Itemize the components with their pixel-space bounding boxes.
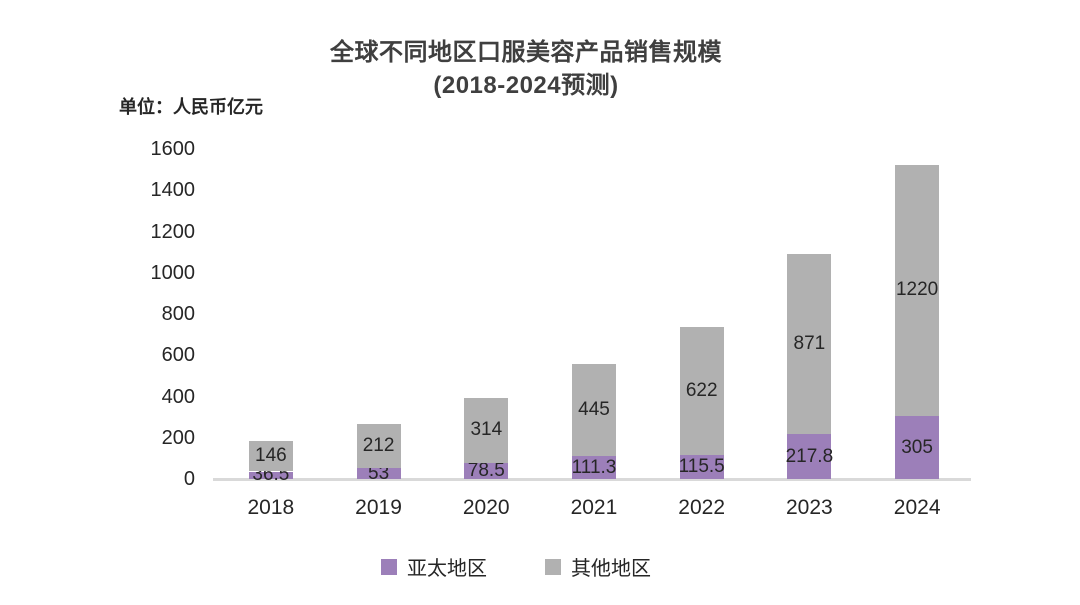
bar-segment-apac <box>895 416 940 479</box>
bar-segment-other <box>895 164 940 417</box>
x-axis-tick-label: 2021 <box>570 496 618 519</box>
x-axis-tick-label: 2019 <box>355 496 402 519</box>
data-label-other: 212 <box>362 435 395 457</box>
legend-swatch-apac <box>381 558 397 575</box>
bar-segment-apac <box>787 434 832 479</box>
chart-title: 全球不同地区口服美容产品销售规模 (2018-2024预测) <box>0 36 1066 102</box>
data-label-other: 1220 <box>895 279 939 301</box>
bar-segment-apac <box>356 468 401 479</box>
x-axis-tick-label: 2018 <box>247 496 295 519</box>
y-axis-tick-label: 1600 <box>150 138 196 160</box>
data-label-apac: 305 <box>901 436 933 458</box>
bar-segment-apac <box>464 462 509 479</box>
x-axis-tick-label: 2023 <box>785 496 833 519</box>
y-axis-tick-label: 1000 <box>150 261 196 284</box>
bar-segment-other <box>464 398 509 463</box>
data-label-apac: 217.8 <box>785 445 834 467</box>
data-label-other: 445 <box>578 399 610 421</box>
bar-segment-apac <box>679 455 724 479</box>
bar-segment-other <box>787 254 832 434</box>
legend-item-apac: 亚太地区 <box>381 552 487 581</box>
legend-swatch-other <box>545 558 561 575</box>
y-axis-tick-label: 1400 <box>150 179 196 202</box>
data-label-other: 871 <box>793 333 826 355</box>
data-label-other: 146 <box>255 445 287 467</box>
bar-segment-other <box>248 441 293 472</box>
x-axis-line <box>213 478 971 481</box>
bar-segment-other <box>679 326 724 456</box>
legend-item-other: 其他地区 <box>545 552 651 581</box>
legend-label-other: 其他地区 <box>571 558 651 580</box>
chart-title-line1: 全球不同地区口服美容产品销售规模 <box>330 39 722 66</box>
unit-label: 单位：人民币亿元 <box>119 97 263 117</box>
bar-segment-other <box>356 424 401 468</box>
data-label-other: 622 <box>685 380 718 401</box>
data-label-apac: 115.5 <box>678 456 725 478</box>
legend-label-apac: 亚太地区 <box>407 558 487 580</box>
bar-segment-apac <box>572 456 616 479</box>
x-axis-tick-label: 2024 <box>893 496 941 519</box>
data-label-other: 314 <box>470 419 503 441</box>
bar-segment-other <box>572 364 616 457</box>
y-axis-tick-label: 200 <box>161 426 195 449</box>
y-axis-tick-label: 1200 <box>150 220 196 243</box>
y-axis-tick-label: 400 <box>161 385 195 408</box>
y-axis-tick-label: 600 <box>161 344 195 367</box>
bar-segment-apac <box>248 471 293 479</box>
x-axis-tick-label: 2022 <box>678 496 725 519</box>
x-axis-tick-label: 2020 <box>462 496 510 519</box>
chart-title-line2: (2018-2024预测) <box>433 72 619 99</box>
y-axis-tick-label: 0 <box>183 468 195 490</box>
data-label-apac: 78.5 <box>467 459 505 481</box>
y-axis-tick-label: 800 <box>161 303 195 325</box>
data-label-apac: 111.3 <box>571 456 617 478</box>
legend: 亚太地区 其他地区 <box>0 552 1056 581</box>
